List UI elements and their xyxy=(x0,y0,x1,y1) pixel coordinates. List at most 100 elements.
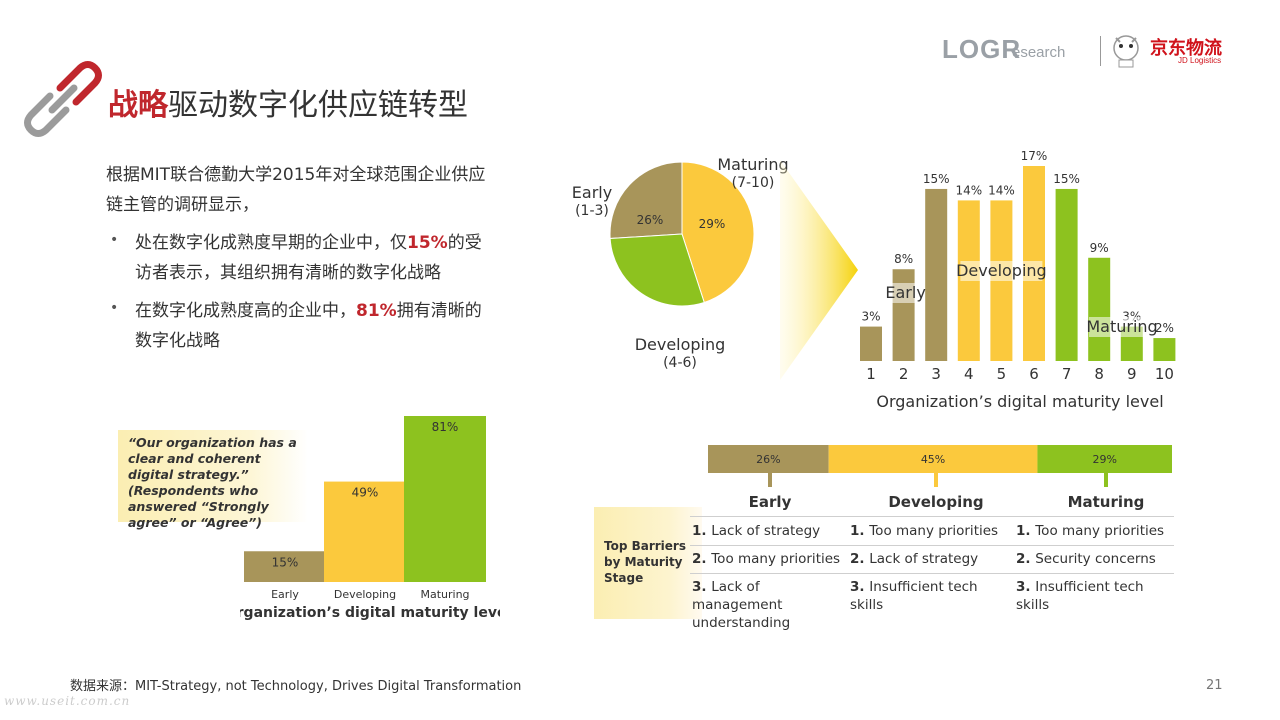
level-bar xyxy=(925,188,948,361)
pie-slice-sublabel: (7-10) xyxy=(732,175,775,191)
barrier-rank: 3. xyxy=(692,579,712,595)
pie-slice-early xyxy=(609,161,683,240)
barrier-rank: 1. xyxy=(692,523,712,539)
quote-text: “Our organization has a clear and cohere… xyxy=(128,435,297,530)
maturity-level-bar-chart: 3%18%215%314%414%517%615%79%83%92%10Earl… xyxy=(860,150,1176,411)
pie-slice-label: Developing xyxy=(635,335,726,354)
level-tick-label: 9 xyxy=(1127,365,1137,383)
strategy-bar-chart: 15% Early 49% Developing 81% Maturing Organiza… xyxy=(240,416,500,621)
page-number: 21 xyxy=(1206,678,1223,693)
barrier-row-header: Top Barriers by Maturity Stage xyxy=(604,539,686,585)
strategy-tick-label: Developing xyxy=(334,588,396,601)
strategy-bar-value: 15% xyxy=(272,555,299,569)
pie-slice-sublabel: (4-6) xyxy=(663,355,697,371)
strip-segment-early xyxy=(708,445,829,473)
bullet-2-line-2: 数字化战略 xyxy=(135,331,220,351)
intro-line-1: 根据MIT联合德勤大学2015年对全球范围企业供应 xyxy=(106,165,486,185)
level-tick-label: 6 xyxy=(1029,365,1039,383)
pie-slice-label: Early xyxy=(572,183,612,202)
level-bar xyxy=(1153,338,1176,361)
strategy-tick-label: Maturing xyxy=(420,588,469,601)
maturity-pie-chart: 26%Early(1-3)45%Developing(4-6)29%Maturi… xyxy=(572,155,789,371)
barrier-item: 2. Security concerns xyxy=(1016,550,1176,568)
bullet-1-line-1: 处在数字化成熟度早期的企业中，仅15%的受 xyxy=(135,228,482,258)
bullet-1-pre: 处在数字化成熟度早期的企业中，仅 xyxy=(135,233,407,253)
title-highlight: 战略 xyxy=(108,88,168,123)
bullet-1-highlight: 15% xyxy=(407,233,448,253)
level-bar-value: 9% xyxy=(1090,241,1109,255)
barrier-rank: 1. xyxy=(1016,523,1036,539)
barrier-rank: 2. xyxy=(1016,551,1036,567)
barrier-item: 1. Lack of strategy xyxy=(692,522,842,540)
strategy-bar-early xyxy=(244,551,326,582)
level-tick-label: 3 xyxy=(931,365,941,383)
group-label-early: Early xyxy=(885,283,925,302)
barrier-text: Too many priorities xyxy=(1035,523,1165,539)
level-bar-value: 14% xyxy=(955,183,982,197)
level-bar xyxy=(860,326,882,361)
group-label-developing: Developing xyxy=(956,261,1047,280)
jd-logistics-name: 京东物流 xyxy=(1150,38,1222,59)
logo-area: LOGR esearch 京东物流 JD Logistics xyxy=(942,32,1242,72)
pie-slice-value: 29% xyxy=(699,217,726,231)
title-rest: 驱动数字化供应链转型 xyxy=(168,88,468,123)
barrier-text: Lack of management understanding xyxy=(692,579,791,631)
strategy-bar-value: 49% xyxy=(352,486,379,500)
level-bar xyxy=(1055,188,1078,361)
bullet-2-line-1: 在数字化成熟度高的企业中，81%拥有清晰的 xyxy=(135,296,482,326)
level-x-axis-title: Organization’s digital maturity level xyxy=(876,392,1163,411)
strip-connector xyxy=(768,473,772,487)
strip-segment-maturing xyxy=(1037,445,1172,473)
level-bar xyxy=(1088,257,1111,361)
barrier-rank: 2. xyxy=(692,551,712,567)
chain-link-icon xyxy=(24,61,102,137)
bullet-2-post: 拥有清晰的 xyxy=(396,301,482,321)
pie-slice-developing xyxy=(681,161,755,304)
strategy-bar-value: 81% xyxy=(432,420,459,434)
barrier-text: Too many priorities xyxy=(711,551,841,567)
level-bar-value: 15% xyxy=(1053,172,1080,186)
strip-segment-value: 45% xyxy=(921,453,945,466)
barrier-rank: 3. xyxy=(850,579,870,595)
level-bar-value: 3% xyxy=(861,310,880,324)
barrier-text: Insufficient tech skills xyxy=(850,579,978,613)
bullet-dot: • xyxy=(110,300,119,316)
barrier-rank: 2. xyxy=(850,551,870,567)
level-bar-value: 8% xyxy=(894,252,913,266)
logr-research-text: esearch xyxy=(1012,44,1066,61)
strategy-x-axis-title: Organization’s digital maturity level xyxy=(240,605,500,621)
barrier-item: 1. Too many priorities xyxy=(850,522,1010,540)
stage-header-maturing: Maturing xyxy=(1068,493,1145,511)
zoom-arrow xyxy=(780,160,858,380)
source-note: 数据来源：MIT-Strategy, not Technology, Drive… xyxy=(70,679,522,694)
barrier-text: Lack of strategy xyxy=(711,523,821,539)
strategy-tick-label: Early xyxy=(271,588,299,601)
bullet-1-post: 的受 xyxy=(447,233,482,253)
strategy-bar-maturing xyxy=(404,416,486,582)
quote-panel xyxy=(118,430,308,522)
stage-header-early: Early xyxy=(749,493,792,511)
strip-connector xyxy=(1104,473,1108,487)
bullet-2-pre: 在数字化成熟度高的企业中， xyxy=(135,301,356,321)
level-bar-value: 15% xyxy=(923,172,950,186)
level-tick-label: 1 xyxy=(866,365,876,383)
level-bar-value: 2% xyxy=(1155,321,1174,335)
stage-distribution-strip: 26% 45% 29% Early Developing Maturing xyxy=(708,445,1172,511)
pie-slice-sublabel: (1-3) xyxy=(575,203,609,219)
table-row-divider xyxy=(690,516,1174,517)
barrier-text: Lack of strategy xyxy=(869,551,979,567)
barrier-panel xyxy=(594,507,702,619)
level-bar-value: 17% xyxy=(1021,150,1048,163)
pie-slice-maturing xyxy=(609,233,705,307)
group-label-bg xyxy=(1089,317,1156,337)
strip-segment-value: 29% xyxy=(1092,453,1116,466)
barrier-rank: 3. xyxy=(1016,579,1036,595)
barrier-text: Too many priorities xyxy=(869,523,999,539)
barrier-item: 3. Insufficient tech skills xyxy=(1016,578,1176,614)
bullet-2-highlight: 81% xyxy=(356,301,397,321)
level-tick-label: 7 xyxy=(1062,365,1072,383)
barrier-item: 1. Too many priorities xyxy=(1016,522,1176,540)
logo-divider xyxy=(1100,36,1101,66)
pie-slice-label: Maturing xyxy=(717,155,788,174)
barrier-item: 2. Too many priorities xyxy=(692,550,842,568)
